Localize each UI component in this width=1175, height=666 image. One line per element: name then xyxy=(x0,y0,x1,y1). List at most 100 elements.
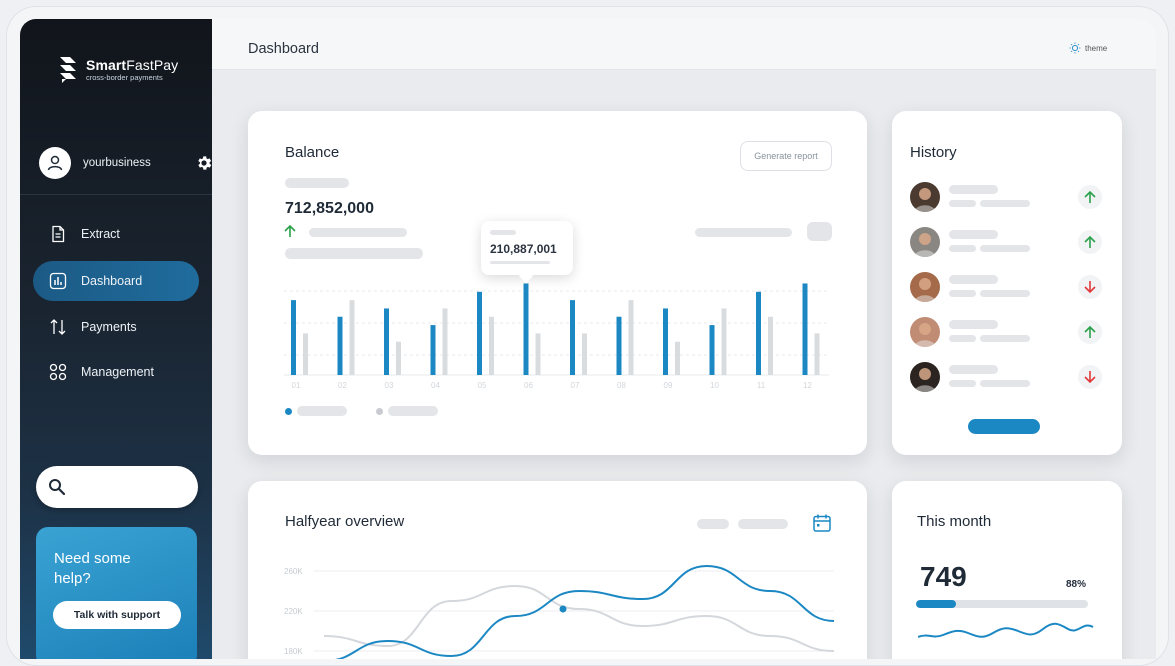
progress-fill xyxy=(916,600,956,608)
bar-chart-icon xyxy=(49,272,67,290)
month-label: 01 xyxy=(292,381,301,390)
arrow-down-icon xyxy=(1078,365,1102,389)
bar-primary[interactable] xyxy=(756,291,761,375)
theme-toggle[interactable]: theme xyxy=(1069,42,1107,54)
placeholder-bar xyxy=(949,380,976,387)
legend-dot-primary xyxy=(285,408,292,415)
bar-secondary[interactable] xyxy=(768,316,773,375)
grid-circles-icon xyxy=(49,363,67,381)
line-highlight-point[interactable] xyxy=(559,605,567,613)
history-item[interactable] xyxy=(910,317,1106,347)
transfer-arrows-icon xyxy=(50,319,66,335)
month-label: 09 xyxy=(664,381,673,390)
history-title: History xyxy=(910,144,957,161)
series-line-secondary xyxy=(323,584,834,652)
brand-logo[interactable]: SmartFastPay cross-border payments xyxy=(56,55,178,85)
person-icon xyxy=(914,278,936,302)
search-icon xyxy=(49,479,66,496)
bar-primary[interactable] xyxy=(384,308,389,375)
this-month-title: This month xyxy=(917,513,992,530)
series-line-primary xyxy=(334,564,834,659)
talk-with-support-button[interactable]: Talk with support xyxy=(53,601,181,629)
halfyear-title: Halfyear overview xyxy=(285,513,405,530)
month-label: 06 xyxy=(524,381,533,390)
arrow-up-icon xyxy=(1078,185,1102,209)
bar-secondary[interactable] xyxy=(721,308,727,375)
placeholder-bar xyxy=(949,290,976,297)
avatar xyxy=(910,227,940,257)
bar-secondary[interactable] xyxy=(349,300,355,375)
placeholder-bar xyxy=(285,248,423,259)
avatar xyxy=(910,182,940,212)
calendar-icon[interactable] xyxy=(812,513,832,533)
sidebar-item-payments[interactable]: Payments xyxy=(33,307,199,347)
placeholder-bar xyxy=(949,335,976,342)
month-label: 10 xyxy=(710,381,719,390)
bar-primary[interactable] xyxy=(663,308,668,375)
bar-primary[interactable] xyxy=(291,300,296,375)
month-label: 07 xyxy=(571,381,580,390)
bar-secondary[interactable] xyxy=(582,333,587,375)
bar-secondary[interactable] xyxy=(628,300,634,375)
view-all-history-button[interactable] xyxy=(968,419,1040,434)
theme-label: theme xyxy=(1085,43,1108,53)
filter-placeholder[interactable] xyxy=(697,519,729,529)
placeholder-bar xyxy=(949,185,998,194)
bar-secondary[interactable] xyxy=(814,333,820,375)
bar-primary[interactable] xyxy=(709,325,715,375)
bar-primary[interactable] xyxy=(570,300,575,375)
bar-primary[interactable] xyxy=(802,283,808,375)
balance-amount: 712,852,000 xyxy=(285,200,374,217)
month-label: 05 xyxy=(478,381,487,390)
sidebar-item-dashboard[interactable]: Dashboard xyxy=(33,261,199,301)
y-axis-tick: 180K xyxy=(284,647,303,656)
legend-label-placeholder xyxy=(388,406,438,416)
search-input[interactable] xyxy=(36,466,198,508)
user-profile[interactable]: yourbusiness xyxy=(39,146,212,180)
sidebar-item-label: Dashboard xyxy=(81,274,143,288)
month-label: 08 xyxy=(617,381,626,390)
legend-label-placeholder xyxy=(297,406,347,416)
balance-title: Balance xyxy=(285,144,340,161)
sidebar-item-management[interactable]: Management xyxy=(33,352,199,392)
sun-icon xyxy=(1069,42,1081,54)
avatar xyxy=(910,272,940,302)
bar-secondary[interactable] xyxy=(489,316,494,375)
this-month-percent: 88% xyxy=(1066,579,1087,590)
placeholder-bar xyxy=(949,200,976,207)
bar-primary[interactable] xyxy=(430,325,436,375)
bar-primary[interactable] xyxy=(477,291,482,375)
generate-report-button[interactable]: Generate report xyxy=(740,141,832,171)
sidebar-item-extract[interactable]: Extract xyxy=(33,214,199,254)
bar-secondary[interactable] xyxy=(396,341,401,375)
history-item[interactable] xyxy=(910,227,1106,257)
avatar[interactable] xyxy=(39,147,71,179)
document-icon xyxy=(52,225,65,243)
user-icon xyxy=(47,155,63,171)
placeholder-bar xyxy=(980,290,1030,297)
sidebar-divider xyxy=(20,194,212,195)
bar-primary[interactable] xyxy=(337,316,343,375)
filter-placeholder[interactable] xyxy=(738,519,788,529)
bar-secondary[interactable] xyxy=(675,341,680,375)
toggle-placeholder[interactable] xyxy=(807,222,832,241)
history-item[interactable] xyxy=(910,272,1106,302)
gear-icon[interactable] xyxy=(195,154,213,172)
history-item[interactable] xyxy=(910,362,1106,392)
history-card: History xyxy=(892,111,1122,455)
placeholder-bar xyxy=(980,245,1030,252)
history-item[interactable] xyxy=(910,182,1106,212)
person-icon xyxy=(914,233,936,257)
arrow-up-icon xyxy=(1078,230,1102,254)
legend-dot-secondary xyxy=(376,408,383,415)
month-label: 03 xyxy=(385,381,394,390)
halfyear-card: Halfyear overview 260K 220K 180K xyxy=(248,481,867,659)
bar-primary[interactable] xyxy=(523,283,529,375)
bar-secondary[interactable] xyxy=(535,333,541,375)
bar-secondary[interactable] xyxy=(442,308,448,375)
placeholder-bar xyxy=(949,320,998,329)
bar-secondary[interactable] xyxy=(303,333,308,375)
sidebar: SmartFastPay cross-border payments yourb… xyxy=(20,19,212,659)
balance-card: Balance Generate report 712,852,000 01 02… xyxy=(248,111,867,455)
bar-primary[interactable] xyxy=(616,316,622,375)
